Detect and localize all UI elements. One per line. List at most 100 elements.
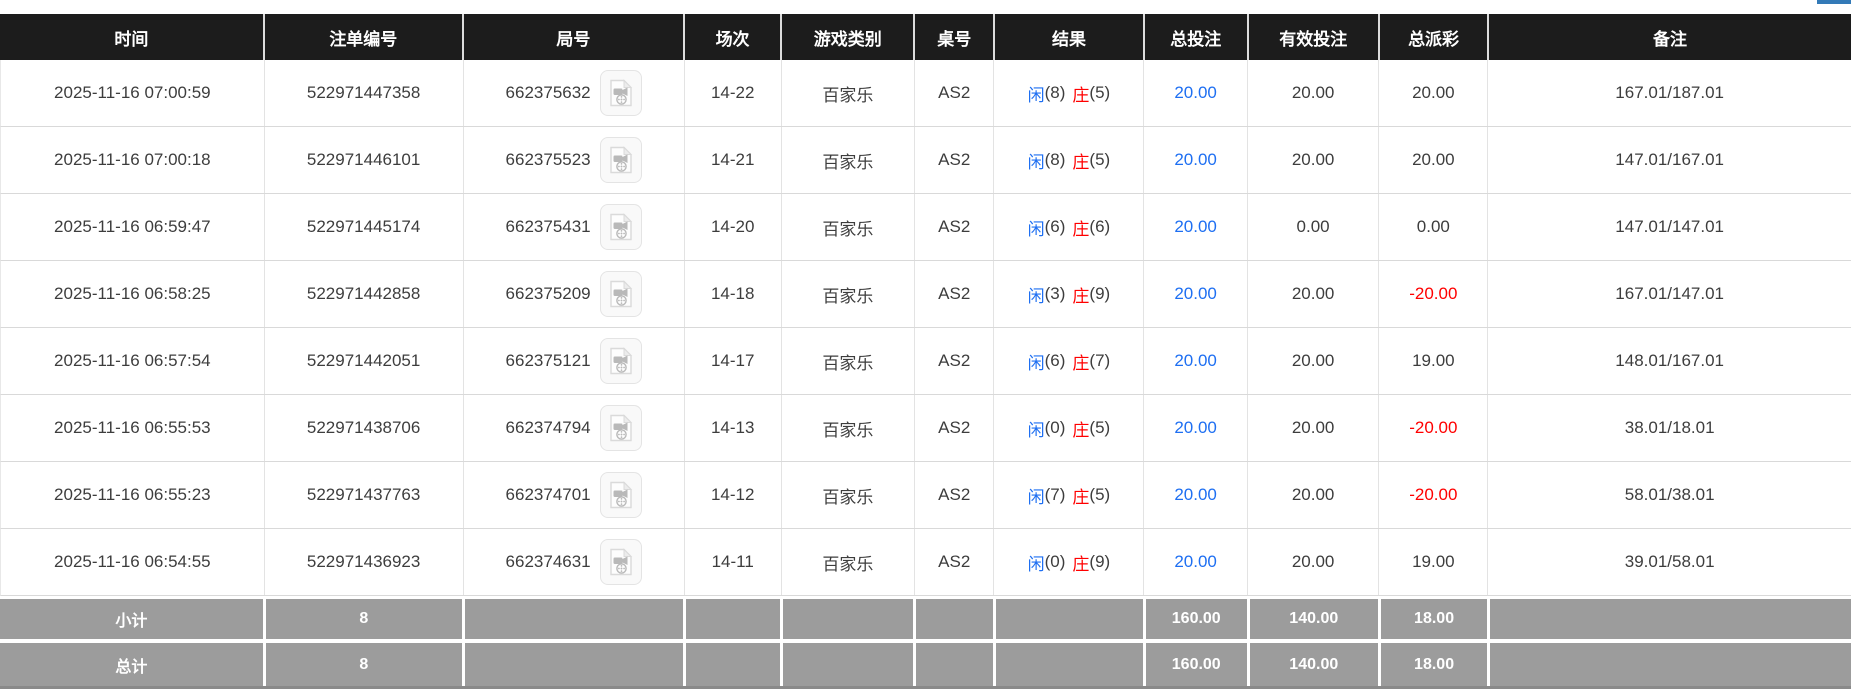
round-number: 662374794 <box>505 418 591 437</box>
total-bet-link[interactable]: 20.00 <box>1174 284 1217 303</box>
video-button[interactable] <box>599 70 642 116</box>
cell-round: 662374701 <box>462 462 684 528</box>
result-player-value: (8) <box>1044 83 1066 102</box>
cell-session: 14-20 <box>683 194 781 260</box>
cell-session: 14-17 <box>683 328 781 394</box>
column-header-result: 结果 <box>993 14 1143 60</box>
cell-result: 闲 (0) 庄 (5) <box>993 395 1143 461</box>
round-number: 662375523 <box>505 150 591 169</box>
cell-session: 14-12 <box>683 462 781 528</box>
video-button[interactable] <box>599 472 642 518</box>
result-banker-value: (5) <box>1089 83 1111 102</box>
cell-remark: 167.01/147.01 <box>1487 261 1851 327</box>
total-bet-link[interactable]: 20.00 <box>1174 150 1217 169</box>
total-bet-link[interactable]: 20.00 <box>1174 351 1217 370</box>
table-row: 2025-11-16 06:55:23 522971437763 6623747… <box>0 462 1851 529</box>
table-summary: 小计 8 160.00 140.00 18.00 总计 8 160.00 140… <box>0 599 1851 689</box>
cell-session: 14-22 <box>683 60 781 126</box>
cell-result: 闲 (6) 庄 (7) <box>993 328 1143 394</box>
video-file-icon <box>608 414 634 442</box>
result-banker-value: (9) <box>1089 284 1111 303</box>
summary-label: 小计 <box>115 613 148 630</box>
cell-game-type: 百家乐 <box>780 261 914 327</box>
total-bet-link[interactable]: 20.00 <box>1174 552 1217 571</box>
video-button[interactable] <box>599 204 642 250</box>
round-number: 662375121 <box>505 351 591 370</box>
round-number: 662375632 <box>505 83 591 102</box>
summary-remark <box>1487 643 1851 686</box>
result-banker-value: (5) <box>1089 150 1111 169</box>
video-button[interactable] <box>599 271 642 317</box>
cell-bet-id: 522971445174 <box>263 194 463 260</box>
round-number: 662375431 <box>505 217 591 236</box>
video-file-icon <box>608 280 634 308</box>
result-player-label: 闲 <box>1027 353 1045 373</box>
summary-empty-session <box>682 643 780 686</box>
result-banker-value: (9) <box>1089 552 1111 571</box>
column-header-game: 游戏类别 <box>780 14 913 60</box>
summary-empty-result <box>993 643 1143 686</box>
cell-bet-id: 522971447358 <box>263 60 463 126</box>
total-bet-link[interactable]: 20.00 <box>1174 485 1217 504</box>
cell-remark: 38.01/18.01 <box>1487 395 1851 461</box>
summary-row-subtotal: 小计 8 160.00 140.00 18.00 <box>0 599 1851 639</box>
cell-game-type: 百家乐 <box>780 328 914 394</box>
total-bet-link[interactable]: 20.00 <box>1174 418 1217 437</box>
total-bet-link[interactable]: 20.00 <box>1174 83 1217 102</box>
cell-payout: -20.00 <box>1378 261 1487 327</box>
cell-bet-id: 522971446101 <box>263 127 463 193</box>
result-player-label: 闲 <box>1027 152 1045 172</box>
cell-table-no: AS2 <box>913 60 994 126</box>
cell-valid-bet: 20.00 <box>1246 60 1378 126</box>
table-row: 2025-11-16 06:57:54 522971442051 6623751… <box>0 328 1851 395</box>
video-file-icon <box>608 146 634 174</box>
cell-table-no: AS2 <box>913 462 994 528</box>
video-file-icon <box>608 347 634 375</box>
cell-time: 2025-11-16 06:54:55 <box>54 552 211 571</box>
cell-result: 闲 (7) 庄 (5) <box>993 462 1143 528</box>
column-header-session: 场次 <box>682 14 780 60</box>
video-button[interactable] <box>599 405 642 451</box>
table-row: 2025-11-16 06:54:55 522971436923 6623746… <box>0 529 1851 596</box>
cell-total-bet: 20.00 <box>1143 194 1247 260</box>
cell-valid-bet: 0.00 <box>1246 194 1378 260</box>
result-player-value: (0) <box>1044 552 1066 571</box>
cell-time: 2025-11-16 06:57:54 <box>54 351 211 370</box>
top-right-blue-fragment[interactable] <box>1817 0 1851 4</box>
cell-result: 闲 (8) 庄 (5) <box>993 60 1143 126</box>
result-player-value: (0) <box>1044 418 1066 437</box>
table-row: 2025-11-16 06:59:47 522971445174 6623754… <box>0 194 1851 261</box>
cell-table-no: AS2 <box>913 127 994 193</box>
column-header-round: 局号 <box>461 14 683 60</box>
cell-time: 2025-11-16 06:55:53 <box>54 418 211 437</box>
result-player-label: 闲 <box>1027 554 1045 574</box>
cell-game-type: 百家乐 <box>780 194 914 260</box>
video-file-icon <box>608 79 634 107</box>
cell-bet-id: 522971436923 <box>263 529 463 595</box>
total-bet-link[interactable]: 20.00 <box>1174 217 1217 236</box>
cell-payout: 0.00 <box>1378 194 1487 260</box>
summary-empty-round <box>461 643 683 686</box>
video-button[interactable] <box>599 539 642 585</box>
result-banker-value: (5) <box>1089 418 1111 437</box>
cell-remark: 147.01/167.01 <box>1487 127 1851 193</box>
video-button[interactable] <box>599 338 642 384</box>
column-header-bet_id: 注单编号 <box>262 14 462 60</box>
cell-session: 14-18 <box>683 261 781 327</box>
video-button[interactable] <box>599 137 642 183</box>
cell-total-bet: 20.00 <box>1143 395 1247 461</box>
cell-round: 662374794 <box>462 395 684 461</box>
cell-bet-id: 522971442858 <box>263 261 463 327</box>
cell-result: 闲 (3) 庄 (9) <box>993 261 1143 327</box>
cell-round: 662375431 <box>462 194 684 260</box>
summary-empty-table-no <box>913 599 993 639</box>
result-player-label: 闲 <box>1027 487 1045 507</box>
summary-empty-game <box>780 643 913 686</box>
result-player-value: (6) <box>1044 217 1066 236</box>
cell-total-bet: 20.00 <box>1143 328 1247 394</box>
cell-table-no: AS2 <box>913 328 994 394</box>
cell-time: 2025-11-16 06:55:23 <box>54 485 211 504</box>
table-row: 2025-11-16 06:55:53 522971438706 6623747… <box>0 395 1851 462</box>
summary-count: 8 <box>262 643 462 686</box>
cell-game-type: 百家乐 <box>780 462 914 528</box>
